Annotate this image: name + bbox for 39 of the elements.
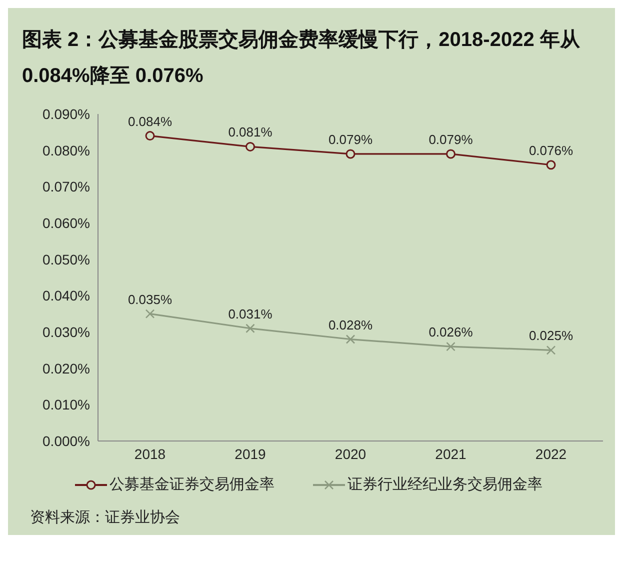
text: 资料来源：证券业协会 [29,508,181,527]
y-tick-label: 0.020% [42,360,90,376]
legend-label: 证券行业经纪业务交易佣金率 [348,475,542,494]
point [446,342,456,352]
point [446,149,456,159]
point [346,334,356,344]
data-label: 0.076% [528,142,574,158]
x-tick-label: 2021 [435,446,467,462]
point [546,160,556,170]
point [145,309,155,318]
x-tick-label: 2019 [234,446,266,462]
data-label: 0.035% [128,292,172,307]
point [246,142,255,152]
y-tick-label: 0.070% [42,178,90,195]
data-label: 0.028% [328,317,373,332]
y-tick-label: 0.010% [42,396,90,413]
y-tick-label: 0.030% [42,324,90,340]
data-label: 0.079% [328,132,373,147]
point [246,324,255,334]
legend-label: 公募基金证券交易佣金率 [110,475,274,494]
y-tick-label: 0.080% [42,142,90,158]
point [346,149,356,159]
y-tick-label: 0.060% [42,214,90,231]
point [546,346,556,355]
x-tick-label: 2020 [334,446,366,462]
x-tick-label: 2022 [535,446,567,462]
x-tick-label: 2018 [134,446,166,462]
data-label: 0.025% [528,328,574,344]
data-label: 0.079% [428,132,474,147]
y-tick-label: 0.090% [42,106,90,122]
data-label: 0.031% [228,306,273,322]
chart-title: 图表 2：公募基金股票交易佣金费率缓慢下行，2018-2022 年从 0.084%降至 0.076% [21,28,581,89]
data-label: 0.026% [428,324,474,340]
y-tick-label: 0.000% [42,432,90,449]
data-label: 0.081% [228,124,273,140]
point [145,131,155,141]
data-label: 0.084% [128,114,172,129]
y-tick-label: 0.050% [42,251,90,268]
y-tick-label: 0.040% [42,288,90,304]
